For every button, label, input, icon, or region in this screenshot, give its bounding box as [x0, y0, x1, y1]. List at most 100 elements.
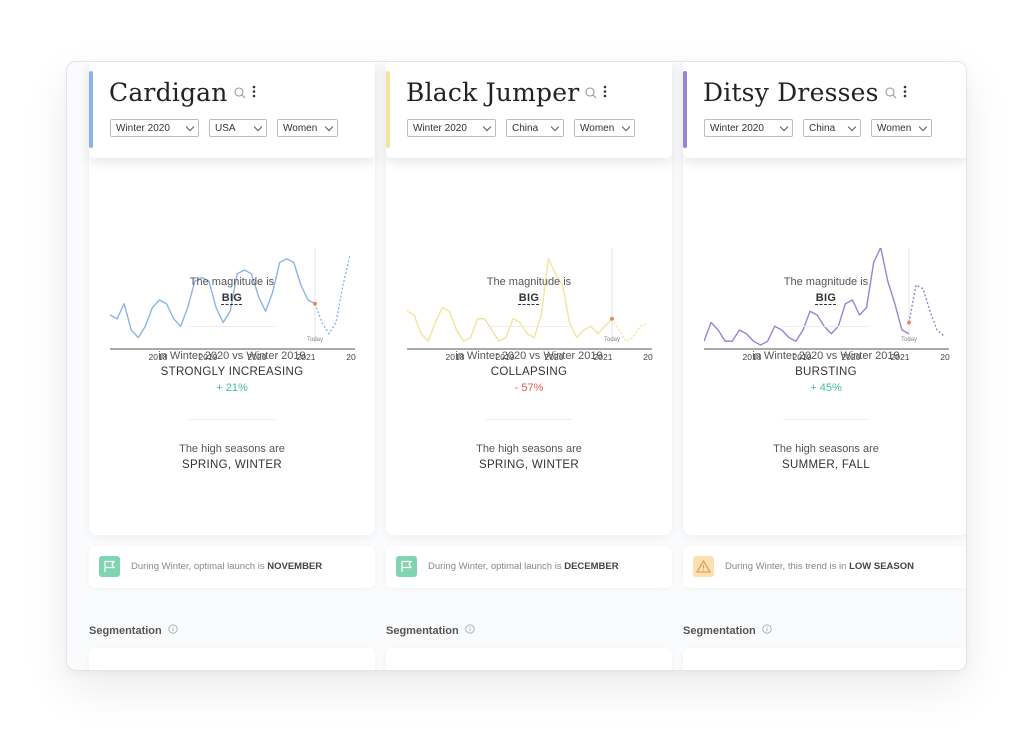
- gender-select-value: Women: [580, 122, 615, 134]
- change-percent: + 45%: [810, 382, 842, 394]
- trend-column-0: Today 2018 2019 2020 2021 20 The magnitude is…: [89, 62, 376, 670]
- forecast-series-line: [908, 283, 945, 337]
- today-label: Today: [604, 337, 620, 343]
- segmentation-label: Segmentation: [386, 624, 459, 637]
- region-select[interactable]: USA: [209, 119, 267, 137]
- x-tick-label: 2021: [891, 352, 910, 362]
- divider: [189, 419, 275, 420]
- season-select[interactable]: Winter 2020: [110, 119, 199, 137]
- chevron-down-icon: [324, 122, 334, 131]
- trend-section: in Winter 2020 vs Winter 2019 BURSTING +…: [683, 350, 966, 394]
- info-icon[interactable]: [762, 624, 772, 637]
- today-label: Today: [307, 337, 323, 343]
- x-tick-label: 2018: [149, 352, 168, 362]
- title-row: Black Jumper: [406, 78, 607, 107]
- x-tick-label: 2019: [793, 352, 812, 362]
- x-tick-label: 2020: [545, 352, 564, 362]
- chevron-down-icon: [918, 122, 928, 131]
- flag-icon: [99, 556, 120, 577]
- magnitude-label: The magnitude is: [783, 276, 869, 288]
- magnitude-value[interactable]: BIG: [518, 292, 540, 304]
- high-seasons-value: SPRING, WINTER: [181, 459, 283, 471]
- search-icon[interactable]: [885, 86, 897, 104]
- high-seasons-label: The high seasons are: [476, 443, 582, 455]
- chevron-down-icon: [847, 122, 857, 131]
- x-tick-label: 2018: [446, 352, 465, 362]
- launch-prefix: During Winter, optimal launch is: [428, 561, 562, 572]
- season-select-value: Winter 2020: [116, 122, 170, 134]
- today-label: Today: [901, 337, 917, 343]
- magnitude-value[interactable]: BIG: [221, 292, 243, 304]
- search-icon[interactable]: [585, 86, 597, 104]
- chevron-down-icon: [253, 122, 263, 131]
- magnitude-label: The magnitude is: [486, 276, 572, 288]
- magnitude-section: The magnitude is BIG: [683, 276, 966, 304]
- magnitude-value[interactable]: BIG: [815, 292, 837, 304]
- launch-prefix: During Winter, this trend is in: [725, 561, 847, 572]
- divider: [783, 419, 869, 420]
- seasons-section: The high seasons are SPRING, WINTER: [89, 443, 375, 471]
- today-marker: [610, 316, 614, 321]
- card-header: Black Jumper Winter 2020 China Women: [386, 62, 672, 158]
- gender-select[interactable]: Women: [277, 119, 338, 137]
- season-select[interactable]: Winter 2020: [407, 119, 496, 137]
- title-row: Cardigan: [109, 78, 256, 107]
- season-select[interactable]: Winter 2020: [704, 119, 793, 137]
- launch-text: During Winter, this trend is in LOW SEAS…: [725, 561, 914, 572]
- launch-value: DECEMBER: [564, 561, 619, 572]
- info-icon[interactable]: [168, 624, 178, 637]
- more-vertical-icon[interactable]: [603, 85, 607, 103]
- more-vertical-icon[interactable]: [903, 85, 907, 103]
- region-select[interactable]: China: [803, 119, 861, 137]
- trend-chart: Today 2018 2019 2020 2021 20: [110, 248, 356, 362]
- trend-status: BURSTING: [795, 366, 857, 378]
- segmentation-card: [386, 648, 672, 670]
- trend-card: Today 2018 2019 2020 2021 20 The magnitude is…: [386, 152, 672, 535]
- chevron-down-icon: [621, 122, 631, 131]
- chevron-down-icon: [185, 122, 195, 131]
- forecast-series-line: [314, 254, 351, 336]
- gender-select[interactable]: Women: [871, 119, 932, 137]
- segmentation-heading: Segmentation: [89, 624, 178, 637]
- comparison-label: in Winter 2020 vs Winter 2019: [158, 350, 306, 362]
- high-seasons-label: The high seasons are: [179, 443, 285, 455]
- trend-status: COLLAPSING: [490, 366, 568, 378]
- gender-select[interactable]: Women: [574, 119, 635, 137]
- segmentation-heading: Segmentation: [683, 624, 772, 637]
- season-select-value: Winter 2020: [413, 122, 467, 134]
- info-icon[interactable]: [465, 624, 475, 637]
- segmentation-label: Segmentation: [89, 624, 162, 637]
- region-select-value: China: [809, 122, 836, 134]
- x-tick-label: 20: [643, 352, 653, 362]
- forecast-series-line: [611, 318, 648, 343]
- gender-select-value: Women: [283, 122, 318, 134]
- filter-bar: Winter 2020 China Women: [704, 119, 932, 137]
- trend-status: STRONGLY INCREASING: [160, 366, 304, 378]
- trend-column-1: Today 2018 2019 2020 2021 20 The magnitude is…: [386, 62, 673, 670]
- high-seasons-label: The high seasons are: [773, 443, 879, 455]
- trend-card: Today 2018 2019 2020 2021 20 The magnitude is…: [89, 152, 375, 535]
- trend-title: Ditsy Dresses: [703, 78, 879, 107]
- accent-bar: [89, 71, 93, 148]
- comparison-label: in Winter 2020 vs Winter 2019: [455, 350, 603, 362]
- search-icon[interactable]: [234, 86, 246, 104]
- region-select[interactable]: China: [506, 119, 564, 137]
- magnitude-section: The magnitude is BIG: [89, 276, 375, 304]
- launch-banner: During Winter, optimal launch is NOVEMBE…: [89, 546, 375, 588]
- x-tick-label: 20: [940, 352, 950, 362]
- seasons-section: The high seasons are SPRING, WINTER: [386, 443, 672, 471]
- more-vertical-icon[interactable]: [252, 85, 256, 103]
- chevron-down-icon: [779, 122, 789, 131]
- x-tick-label: 2021: [594, 352, 613, 362]
- trend-section: in Winter 2020 vs Winter 2019 STRONGLY I…: [89, 350, 375, 394]
- divider: [486, 326, 572, 327]
- x-tick-label: 2019: [496, 352, 515, 362]
- region-select-value: China: [512, 122, 539, 134]
- card-header: Ditsy Dresses Winter 2020 China Women: [683, 62, 966, 158]
- high-seasons-value: SPRING, WINTER: [478, 459, 580, 471]
- warning-icon: [693, 556, 714, 577]
- seasons-section: The high seasons are SUMMER, FALL: [683, 443, 966, 471]
- change-percent: - 57%: [514, 382, 544, 394]
- history-series-line: [407, 258, 613, 342]
- card-header: Cardigan Winter 2020 USA Women: [89, 62, 375, 158]
